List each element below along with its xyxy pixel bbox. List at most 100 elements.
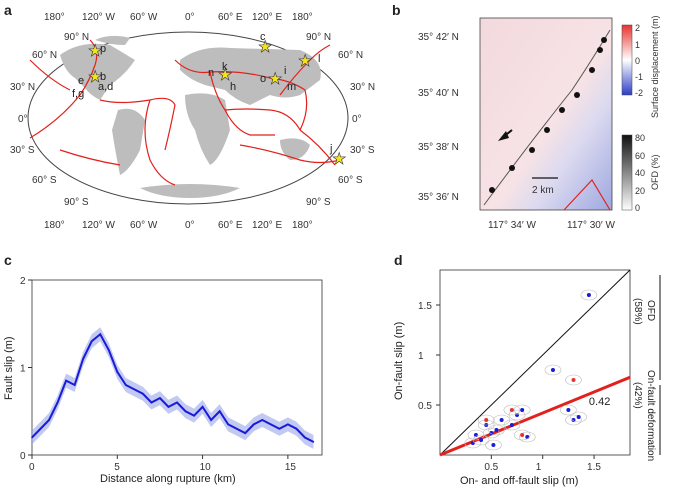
site-label-ad: a,d [98, 81, 113, 93]
lon-top-5: 120° E [252, 12, 282, 23]
site-label-c: c [260, 31, 266, 43]
d-point-0-16 [586, 293, 591, 297]
c-point-27 [261, 419, 264, 421]
lat-left-4: 30° S [10, 145, 35, 156]
c-point-7 [90, 340, 93, 343]
c-point-5 [73, 384, 76, 386]
cb2-title: OFD (%) [650, 155, 660, 191]
d-ellipse-0-2 [472, 434, 490, 446]
site-label-n: n [208, 67, 214, 79]
colorbar-ofd [621, 134, 633, 211]
d-ofd: OFD [645, 300, 656, 321]
c-point-32 [304, 436, 306, 439]
star-o: ★ [268, 71, 282, 88]
d-xtick-label-0: 0.5 [484, 462, 498, 473]
lat-right-0: 90° N [306, 32, 331, 43]
lon-top-2: 60° W [130, 12, 158, 23]
d-point-0-6 [494, 428, 499, 432]
c-point-18 [184, 410, 187, 413]
c-point-26 [252, 423, 255, 426]
panel-label-a: a [4, 2, 12, 18]
d-one-to-one-line [439, 269, 631, 456]
c-point-28 [270, 423, 272, 426]
cb2-tick-1: 60 [635, 151, 645, 161]
d-xtick-label-2: 1.5 [587, 462, 601, 473]
site-label-k: k [222, 61, 228, 73]
lon-top-4: 60° E [218, 12, 243, 23]
d-point-0-13 [566, 408, 571, 412]
lat-left-3: 0° [18, 114, 28, 125]
d-point-0-7 [499, 418, 504, 422]
panel-label-c: c [4, 252, 12, 268]
lon-bottom-2: 60° W [130, 220, 158, 231]
site-label-j: j [329, 143, 332, 155]
d-onfault: On-fault deformation [645, 370, 656, 461]
lon-bottom-4: 60° E [218, 220, 243, 231]
d-point-1-1 [509, 408, 514, 412]
d-ytick-label-1: 1 [418, 351, 424, 362]
lon-top-3: 0° [185, 12, 195, 23]
c-point-23 [227, 423, 229, 426]
fault-slip-chart: Fault slip (m) Distance along rupture (k… [3, 276, 323, 485]
c-slip-line [31, 332, 314, 443]
c-point-9 [107, 349, 110, 351]
c-point-1 [39, 427, 42, 430]
lon-top-6: 180° [292, 12, 313, 23]
cb2-tick-2: 40 [635, 168, 645, 178]
lat-right-2: 30° N [350, 82, 375, 93]
d-ellipse-0-14 [565, 414, 582, 426]
lon-bottom-6: 180° [292, 220, 313, 231]
star-c: ★ [258, 39, 272, 56]
d-xlabel: On- and off-fault slip (m) [460, 475, 578, 487]
d-ellipse-0-12 [544, 364, 562, 376]
c-point-14 [150, 401, 153, 404]
c-ylabel: Fault slip (m) [3, 336, 15, 400]
lon-bottom-1: 120° W [82, 220, 115, 231]
d-ellipse-0-6 [488, 424, 505, 436]
c-point-20 [201, 406, 204, 408]
site-label-e: e [78, 75, 84, 87]
c-point-17 [176, 401, 178, 404]
c-point-25 [244, 432, 247, 434]
c-xtick-label-1: 5 [114, 462, 120, 473]
cb1-tick-3: -1 [635, 72, 643, 82]
lat-label-0: 35° 42′ N [418, 32, 459, 43]
c-point-4 [65, 379, 67, 382]
d-xtick-label-1: 1 [536, 462, 542, 473]
site-label-l: l [318, 53, 320, 65]
panel-b: b [382, 0, 685, 240]
panel-label-b: b [392, 2, 401, 18]
lat-left-5: 60° S [32, 175, 57, 186]
d-ellipse-0-0 [464, 437, 482, 449]
lon-bottom-5: 120° E [252, 220, 282, 231]
site-label-b: b [100, 71, 106, 83]
c-point-12 [133, 388, 136, 391]
c-point-3 [56, 401, 59, 404]
site-label-fg: f,g [72, 88, 84, 100]
displacement-map: 35° 42′ N 35° 40′ N 35° 38′ N 35° 36′ N … [418, 15, 660, 231]
c-xtick-label-3: 15 [285, 462, 297, 473]
d-ellipse-0-15 [570, 411, 587, 423]
d-ellipse-0-16 [580, 289, 598, 301]
d-point-0-10 [520, 408, 525, 412]
d-fit-label: 0.42 [589, 396, 610, 408]
d-ellipse-1-0 [477, 414, 495, 426]
c-xlabel: Distance along rupture (km) [100, 473, 236, 485]
slip-scatter-chart: On-fault slip (m) On- and off-fault slip… [393, 269, 661, 487]
site-label-h: h [230, 81, 236, 93]
c-point-16 [167, 406, 170, 408]
c-point-13 [142, 392, 144, 395]
cb2-tick-0: 80 [635, 133, 645, 143]
d-ylabel: On-fault slip (m) [393, 322, 405, 400]
c-point-21 [210, 419, 212, 421]
plate-boundaries [29, 39, 341, 186]
c-point-29 [278, 427, 281, 430]
site-label-p: p [100, 43, 106, 55]
cb1-tick-4: -2 [635, 88, 643, 98]
cb1-tick-2: 0 [635, 56, 640, 66]
lat-label-3: 35° 36′ N [418, 192, 459, 203]
c-uncertainty-band [32, 327, 314, 449]
c-point-19 [193, 414, 195, 417]
lat-left-6: 90° S [64, 197, 89, 208]
lat-left-2: 30° N [10, 82, 35, 93]
